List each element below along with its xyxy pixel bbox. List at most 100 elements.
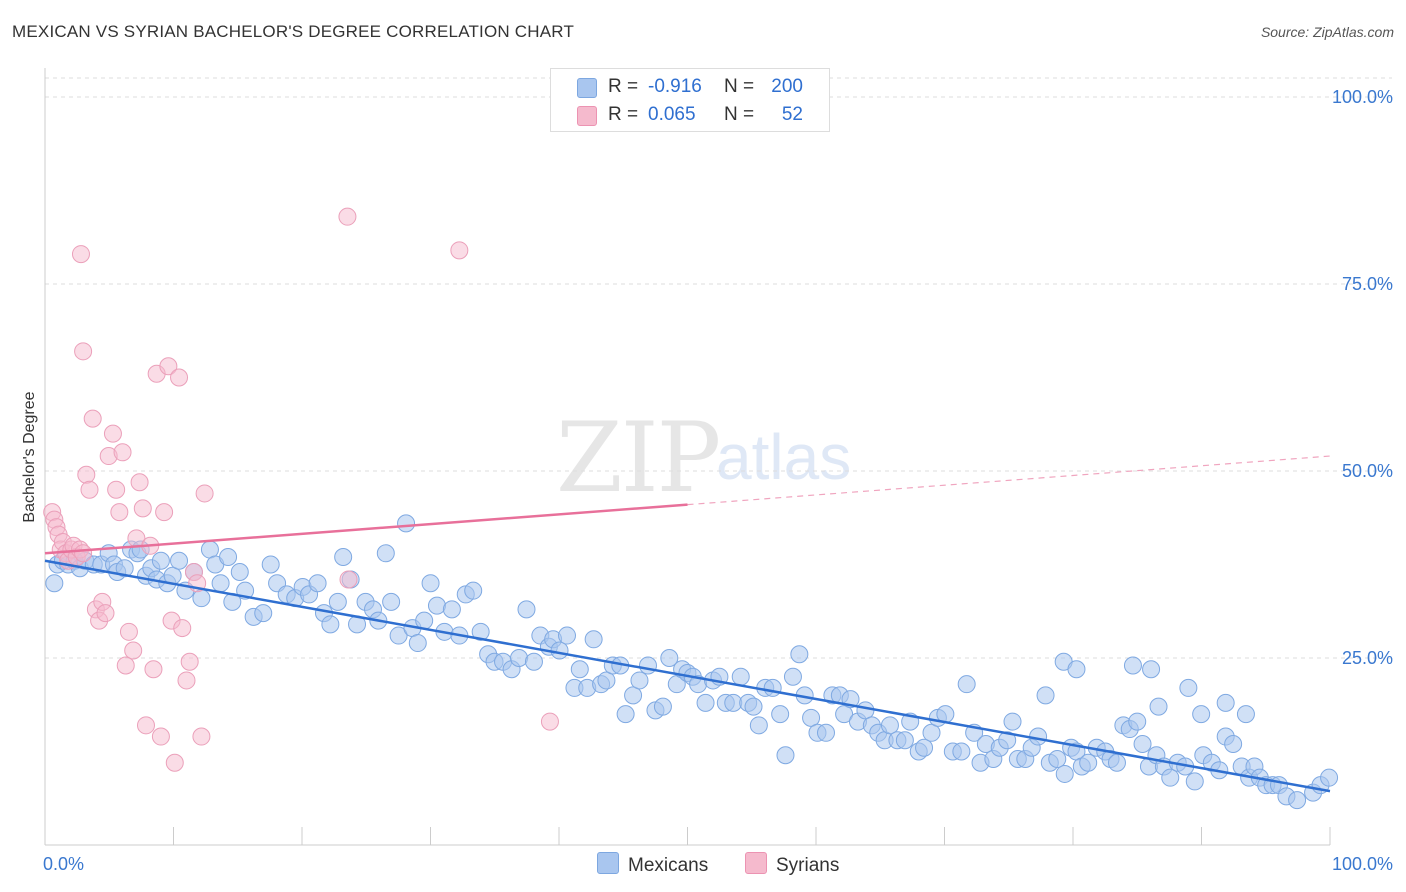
mexicans-point (1224, 735, 1243, 754)
mexicans-point (1107, 753, 1126, 772)
mexicans-point (170, 551, 189, 570)
mexicans-point (1133, 735, 1152, 754)
mexicans-point (230, 562, 249, 581)
legend-row-syrians: R = 0.065 N = 52 (551, 101, 829, 129)
mexicans-point (524, 652, 543, 671)
syrians-point (130, 473, 149, 492)
syrians-point (177, 671, 196, 690)
legend-n-value: 200 (771, 76, 803, 97)
mexicans-point (653, 697, 672, 716)
mexicans-point (1149, 697, 1168, 716)
mexicans-point (802, 708, 821, 727)
mexicans-point (471, 622, 490, 641)
mexicans-point (624, 686, 643, 705)
mexicans-point (1003, 712, 1022, 731)
mexicans-point (790, 645, 809, 664)
syrians-point (339, 570, 358, 589)
mexicans-point (421, 574, 440, 593)
syrians-point (77, 465, 96, 484)
mexicans-point (442, 600, 461, 619)
y-tick-label: 50.0% (1342, 461, 1393, 481)
mexicans-point (517, 600, 536, 619)
mexicans-point (1079, 753, 1098, 772)
correlation-legend: R = -0.916 N = 200 R = 0.065 N = 52 (550, 68, 830, 132)
x-tick-label: 0.0% (43, 854, 84, 874)
mexicans-point (1192, 705, 1211, 724)
mexicans-point (1185, 772, 1204, 791)
syrians-point (136, 716, 155, 735)
mexicans-point (334, 548, 353, 567)
syrians-point (180, 652, 199, 671)
mexicans-point (1123, 656, 1142, 675)
mexicans-point (376, 544, 395, 563)
mexicans-point (550, 641, 569, 660)
mexicans-point (744, 697, 763, 716)
mexicans-point (382, 592, 401, 611)
mexicans-point (557, 626, 576, 645)
mexicans-point (1142, 660, 1161, 679)
syrians-point (80, 480, 99, 499)
watermark-atlas: atlas (716, 421, 852, 493)
mexicans-point (1161, 768, 1180, 787)
legend-row-mexicans: R = -0.916 N = 200 (551, 73, 829, 101)
mexicans-point (192, 589, 211, 608)
mexicans-point (952, 742, 971, 761)
syrians-point (96, 604, 115, 623)
mexicans-point (749, 716, 768, 735)
mexicans-point (1067, 660, 1086, 679)
mexicans-point (816, 723, 835, 742)
mexicans-point (696, 693, 715, 712)
mexicans-point (219, 548, 238, 567)
syrians-point (195, 484, 214, 503)
chart-title: MEXICAN VS SYRIAN BACHELOR'S DEGREE CORR… (12, 22, 575, 41)
bottom-legend-label-mexicans: Mexicans (628, 855, 709, 876)
mexicans-point (211, 574, 230, 593)
mexicans-point (776, 746, 795, 765)
syrians-point (540, 712, 559, 731)
syrians-trendline (44, 503, 688, 555)
mexicans-point (1320, 768, 1339, 787)
mexicans-point (1216, 693, 1235, 712)
syrians-point (83, 409, 102, 428)
mexicans-point (856, 701, 875, 720)
syrians-trendline-extension (687, 455, 1331, 506)
y-tick-label: 75.0% (1342, 274, 1393, 294)
mexicans-point (771, 705, 790, 724)
y-tick-label: 25.0% (1342, 648, 1393, 668)
mexicans-point (151, 551, 170, 570)
syrians-point (113, 443, 132, 462)
mexicans-point (427, 596, 446, 615)
mexicans-point (630, 671, 649, 690)
legend-r-label: R = (608, 104, 639, 125)
mexicans-point (45, 574, 64, 593)
mexicans-point (1128, 712, 1147, 731)
mexicans-point (880, 716, 899, 735)
mexicans-point (763, 678, 782, 697)
bottom-legend-swatch-syrians (745, 852, 767, 874)
mexicans-point (915, 738, 934, 757)
bottom-legend-mexicans: Mexicans (597, 852, 708, 877)
legend-r-value: -0.916 (648, 76, 702, 97)
mexicans-point (835, 705, 854, 724)
mexicans-point (408, 634, 427, 653)
syrians-point (116, 656, 135, 675)
mexicans-point (998, 731, 1017, 750)
mexicans-point (638, 656, 657, 675)
mexicans-point (616, 705, 635, 724)
mexicans-point (1288, 791, 1307, 810)
legend-swatch-mexicans (577, 78, 597, 98)
syrians-point (110, 503, 129, 522)
legend-swatch-syrians (577, 106, 597, 126)
legend-r-value: 0.065 (648, 104, 696, 125)
mexicans-point (584, 630, 603, 649)
mexicans-point (731, 667, 750, 686)
mexicans-point (321, 615, 340, 634)
syrians-point (103, 424, 122, 443)
mexicans-trendline (44, 559, 1331, 793)
mexicans-point (922, 723, 941, 742)
watermark-zip: ZIP (556, 402, 721, 514)
mexicans-point (200, 540, 219, 559)
syrians-point (107, 480, 126, 499)
mexicans-point (660, 649, 679, 667)
